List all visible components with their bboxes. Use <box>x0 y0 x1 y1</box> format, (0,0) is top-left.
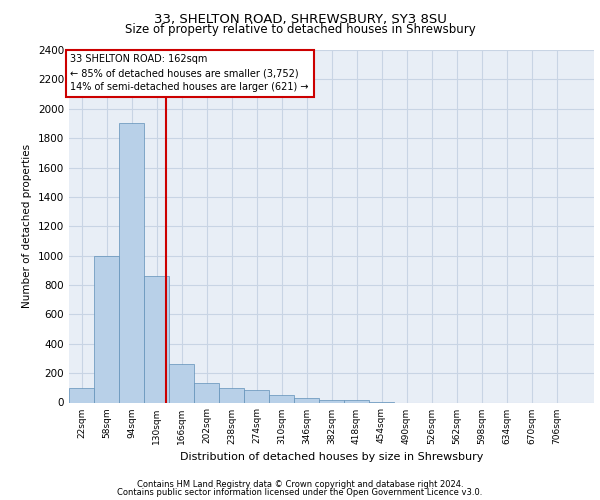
Text: 33 SHELTON ROAD: 162sqm
← 85% of detached houses are smaller (3,752)
14% of semi: 33 SHELTON ROAD: 162sqm ← 85% of detache… <box>70 54 309 92</box>
Bar <box>144 276 169 402</box>
Bar <box>319 400 344 402</box>
Bar <box>94 256 119 402</box>
Bar <box>344 400 369 402</box>
Text: Size of property relative to detached houses in Shrewsbury: Size of property relative to detached ho… <box>125 22 475 36</box>
Bar <box>219 388 244 402</box>
Text: 33, SHELTON ROAD, SHREWSBURY, SY3 8SU: 33, SHELTON ROAD, SHREWSBURY, SY3 8SU <box>154 12 446 26</box>
X-axis label: Distribution of detached houses by size in Shrewsbury: Distribution of detached houses by size … <box>180 452 483 462</box>
Text: Contains public sector information licensed under the Open Government Licence v3: Contains public sector information licen… <box>118 488 482 497</box>
Bar <box>169 364 194 403</box>
Text: Contains HM Land Registry data © Crown copyright and database right 2024.: Contains HM Land Registry data © Crown c… <box>137 480 463 489</box>
Bar <box>194 384 219 402</box>
Bar <box>69 388 94 402</box>
Y-axis label: Number of detached properties: Number of detached properties <box>22 144 32 308</box>
Bar <box>269 395 294 402</box>
Bar <box>244 390 269 402</box>
Bar <box>294 398 319 402</box>
Bar <box>119 124 144 402</box>
